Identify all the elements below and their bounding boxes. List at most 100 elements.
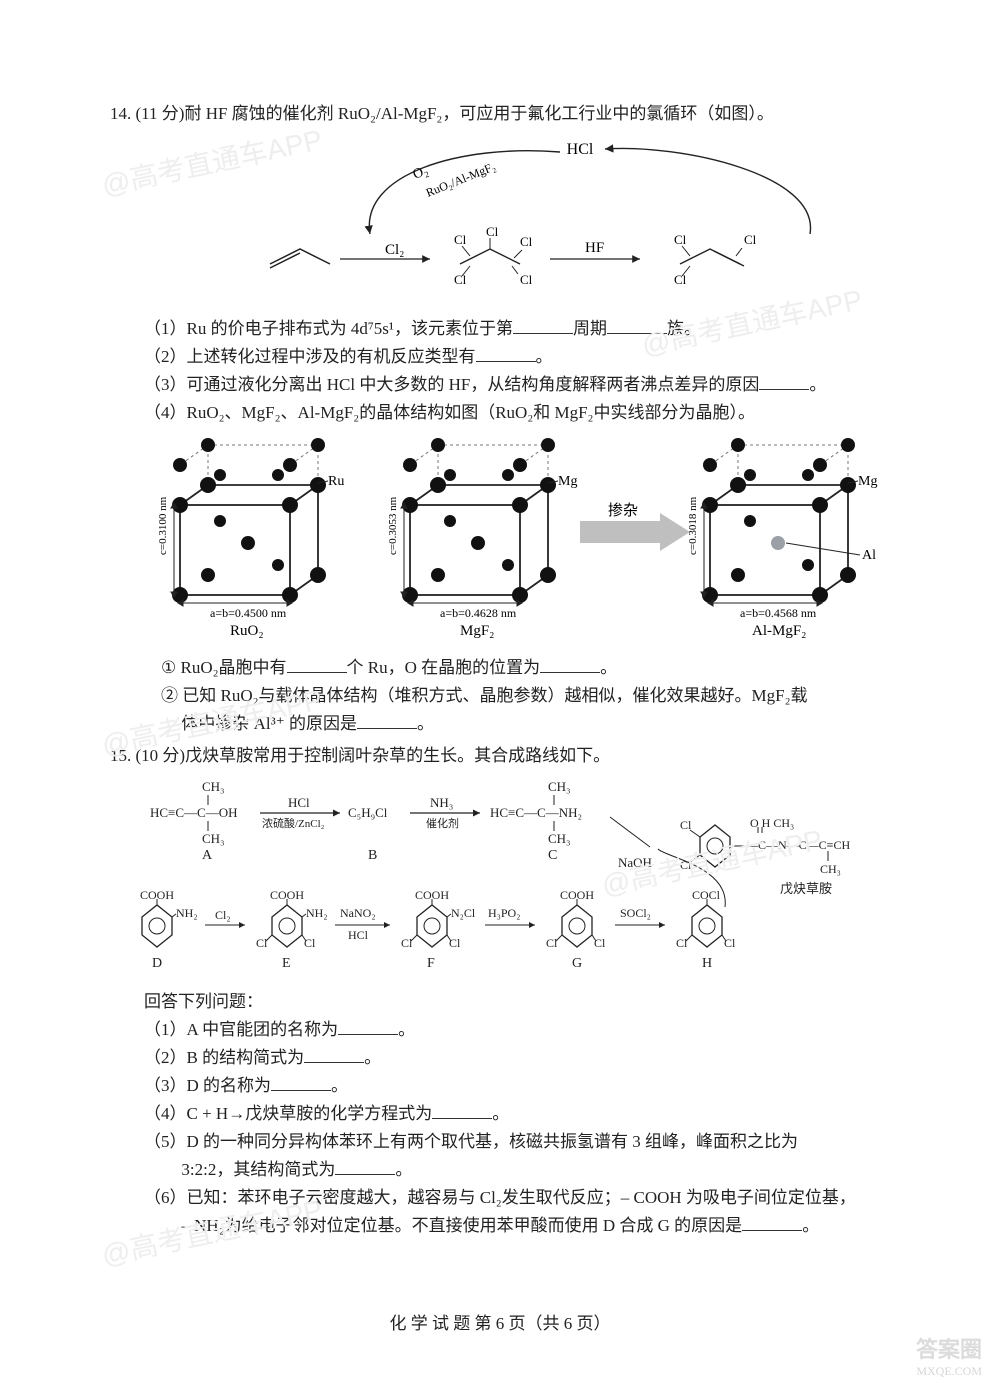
svg-text:NH₂: NH₂ (176, 906, 198, 920)
blank (304, 1045, 364, 1063)
q15-2-text: （2）B 的结构简式为 (144, 1048, 304, 1067)
svg-text:戊炔草胺: 戊炔草胺 (780, 881, 832, 896)
svg-text:H₃PO₂: H₃PO₂ (488, 906, 520, 920)
blank (759, 372, 809, 390)
blank (607, 316, 667, 334)
svg-text:Cl: Cl (449, 936, 461, 950)
q14-number: 14. (11 分) (110, 104, 184, 123)
q14-stem-text: 耐 HF 腐蚀的催化剂 RuO₂/Al-MgF₂，可应用于氟化工行业中的氯循环（… (184, 104, 773, 123)
svg-text:HC≡C—C—NH₂: HC≡C—C—NH₂ (490, 805, 582, 820)
period: 。 (417, 714, 434, 733)
svg-text:A: A (202, 848, 213, 863)
q15-4-text: （4）C + H→戊炔草胺的化学方程式为 (144, 1104, 432, 1123)
q15-6-line2: – NH₂为给电子邻对位定位基。不直接使用苯甲酸而使用 D 合成 G 的原因是。 (110, 1212, 930, 1240)
label-hf: HF (585, 240, 604, 256)
wm-br-1: 答案圈 (916, 1337, 982, 1363)
ruo2-a: a=b=0.4500 nm (210, 606, 287, 620)
svg-text:C: C (548, 848, 557, 863)
q14-1-text-a: （1）Ru 的价电子排布式为 4d⁷5s¹，该元素位于第 (144, 319, 513, 338)
ruo2-c: c=0.3100 nm (157, 497, 169, 556)
q15-3: （3）D 的名称为。 (110, 1072, 930, 1100)
label-ru: Ru (328, 474, 344, 489)
q15-6a: （6）已知：苯环电子云密度越大，越容易与 Cl₂发生取代反应；– COOH 为吸… (144, 1188, 856, 1207)
ruo2-label: RuO₂ (230, 623, 264, 639)
blank (432, 1101, 492, 1119)
svg-text:HC≡C—C—OH: HC≡C—C—OH (150, 805, 238, 820)
svg-text:HCl: HCl (288, 795, 310, 810)
svg-text:Cl: Cl (674, 272, 687, 287)
mgf2-a: a=b=0.4628 nm (440, 606, 517, 620)
label-al: Al (862, 548, 876, 563)
label-mg2: Mg (858, 474, 877, 489)
q14-4: （4）RuO₂、MgF₂、Al-MgF₂的晶体结构如图（RuO₂和 MgF₂中实… (110, 399, 930, 427)
svg-text:G: G (572, 956, 582, 971)
svg-text:Cl: Cl (486, 224, 499, 239)
cycle-svg: HCl O₂ RuO₂/Al-MgF₂ Cl₂ Cl Cl Cl Cl (160, 134, 880, 304)
svg-text:Cl₂: Cl₂ (215, 908, 231, 922)
blank (742, 1213, 802, 1231)
svg-text:Cl: Cl (546, 936, 558, 950)
page-footer: 化 学 试 题 第 6 页（共 6 页） (0, 1310, 1000, 1338)
period: 。 (809, 375, 826, 394)
svg-text:CH₃: CH₃ (548, 831, 571, 846)
svg-text:Cl: Cl (724, 936, 736, 950)
q14-4-1: ① RuO₂晶胞中有个 Ru，O 在晶胞的位置为。 (110, 654, 930, 682)
almgf2-c: c=0.3018 nm (687, 497, 699, 556)
mgf2-label: MgF₂ (460, 623, 494, 639)
blank (271, 1073, 331, 1091)
svg-text:C₅H₉Cl: C₅H₉Cl (348, 805, 388, 820)
q15-stem: 15. (10 分)戊炔草胺常用于控制阔叶杂草的生长。其合成路线如下。 (110, 742, 930, 770)
svg-text:NaOH: NaOH (618, 855, 652, 870)
svg-text:Cl: Cl (520, 234, 533, 249)
q14-4-2-line2: 体中掺杂 Al³⁺ 的原因是 。 (110, 710, 930, 738)
period: 。 (364, 1048, 381, 1067)
q15-5b: 3:2:2，其结构简式为 (181, 1160, 335, 1179)
svg-text:D: D (152, 956, 162, 971)
label-hcl: HCl (567, 141, 594, 158)
svg-text:Cl: Cl (401, 936, 413, 950)
blank (357, 711, 417, 729)
q15-4: （4）C + H→戊炔草胺的化学方程式为 。 (110, 1100, 930, 1128)
svg-text:—C—N—C—C≡CH: —C—N—C—C≡CH (745, 838, 850, 852)
q14-4-2b: 体中掺杂 Al³⁺ 的原因是 (181, 714, 357, 733)
svg-text:SOCl₂: SOCl₂ (620, 906, 651, 920)
almgf2-a: a=b=0.4568 nm (740, 606, 817, 620)
q15-number: 15. (10 分) (110, 746, 185, 765)
svg-text:COCl: COCl (692, 888, 721, 902)
period: 。 (398, 1020, 415, 1039)
q14-3-text: （3）可通过液化分离出 HCl 中大多数的 HF，从结构角度解释两者沸点差异的原… (144, 375, 759, 394)
wm-br-2: MXQE.COM (916, 1364, 982, 1378)
svg-text:Cl: Cl (520, 272, 533, 287)
label-catalyst: RuO₂/Al-MgF₂ (424, 159, 498, 200)
label-mg: Mg (558, 474, 577, 489)
blank (540, 655, 600, 673)
q14-2-text: （2）上述转化过程中涉及的有机反应类型有 (144, 347, 476, 366)
svg-text:Cl: Cl (744, 232, 757, 247)
q15-1: （1）A 中官能团的名称为。 (110, 1016, 930, 1044)
svg-text:催化剂: 催化剂 (426, 816, 459, 830)
blank (476, 344, 536, 362)
q14-cycle-figure: HCl O₂ RuO₂/Al-MgF₂ Cl₂ Cl Cl Cl Cl (110, 134, 930, 313)
q14-4-2-line1: ② 已知 RuO₂与载体晶体结构（堆积方式、晶胞参数）越相似，催化效果越好。Mg… (110, 682, 930, 710)
crystals-svg: Ru c=0.3100 nm a=b=0.4500 nm RuO₂ (130, 433, 910, 643)
scheme-svg: CH₃ HC≡C—C—OH CH₃ A HCl 浓硫酸/ZnCl₂ C₅H₉Cl… (110, 777, 940, 977)
svg-text:Cl: Cl (256, 936, 268, 950)
period: 。 (600, 658, 617, 677)
svg-text:B: B (368, 848, 377, 863)
q14-stem: 14. (11 分)耐 HF 腐蚀的催化剂 RuO₂/Al-MgF₂，可应用于氟… (110, 100, 930, 128)
q14-1-text-b: 周期 (573, 319, 607, 338)
q15-scheme: CH₃ HC≡C—C—OH CH₃ A HCl 浓硫酸/ZnCl₂ C₅H₉Cl… (110, 777, 930, 986)
q15-6b: – NH₂为给电子邻对位定位基。不直接使用苯甲酸而使用 D 合成 G 的原因是 (181, 1216, 742, 1235)
q14-crystals: Ru c=0.3100 nm a=b=0.4500 nm RuO₂ (110, 433, 930, 652)
period: 。 (492, 1104, 509, 1123)
arrow-label: 掺杂 (608, 502, 638, 519)
svg-text:NH₃: NH₃ (430, 795, 453, 810)
svg-text:HCl: HCl (348, 928, 369, 942)
svg-text:CH₃: CH₃ (548, 779, 571, 794)
period: 。 (395, 1160, 412, 1179)
q14-4-1a: ① RuO₂晶胞中有 (161, 658, 287, 677)
exam-page: @高考直通车APP @高考直通车APP @高考直通车APP @高考直通车APP … (0, 0, 1000, 1384)
blank (513, 316, 573, 334)
mgf2-c: c=0.3053 nm (387, 497, 399, 556)
svg-text:Cl: Cl (674, 232, 687, 247)
